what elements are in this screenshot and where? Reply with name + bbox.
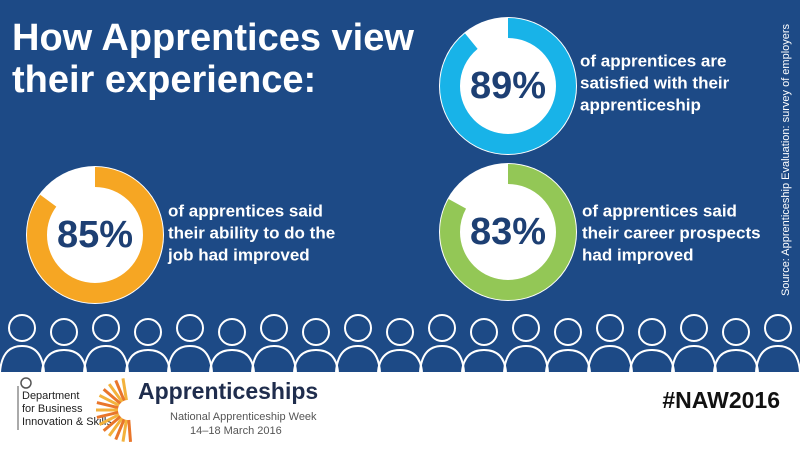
person-body <box>461 348 507 373</box>
fan-ray <box>127 419 133 443</box>
donut-arc <box>440 164 576 300</box>
donut-label: 89% <box>470 65 546 107</box>
title-line: How Apprentices view <box>12 17 414 59</box>
fan-ray <box>98 413 120 426</box>
person-head <box>596 314 624 342</box>
person-body <box>629 348 675 373</box>
caption-line: of apprentices said <box>582 201 737 220</box>
brand-logo <box>96 378 133 443</box>
fan-ray <box>96 410 119 419</box>
person-head <box>176 314 204 342</box>
title-line: their experience: <box>12 59 316 101</box>
donut-arc <box>440 18 576 154</box>
person-head <box>512 314 540 342</box>
department-line: Department <box>22 390 79 402</box>
person-body <box>545 348 591 373</box>
fan-ray <box>114 418 126 441</box>
caption-line: job had improved <box>167 245 310 264</box>
person-body <box>419 344 465 373</box>
person-body <box>293 348 339 373</box>
fan-ray <box>102 415 122 432</box>
person-head <box>92 314 120 342</box>
brand-name: Apprenticeships <box>138 378 318 404</box>
person-head <box>764 314 792 342</box>
person-head <box>344 314 372 342</box>
donut-arc <box>27 167 163 303</box>
person-head <box>302 318 330 346</box>
person-head <box>50 318 78 346</box>
person-head <box>218 318 246 346</box>
fan-ray <box>96 401 119 410</box>
person-head <box>470 318 498 346</box>
person-body <box>41 348 87 373</box>
person-head <box>386 318 414 346</box>
fan-ray <box>114 379 126 402</box>
caption-line: of apprentices said <box>168 201 323 220</box>
person-body <box>671 344 717 373</box>
caption-line: satisfied with their <box>580 73 730 92</box>
department-line: for Business <box>22 403 83 415</box>
person-body <box>713 348 759 373</box>
person-body <box>755 344 800 373</box>
caption-line: apprenticeship <box>580 95 701 114</box>
person-head <box>428 314 456 342</box>
person-head <box>8 314 36 342</box>
person-body <box>587 344 633 373</box>
person-body <box>167 344 213 373</box>
donut-label: 85% <box>57 214 133 256</box>
caption-line: their career prospects <box>582 223 761 242</box>
person-body <box>503 344 549 373</box>
fan-ray <box>107 383 124 403</box>
donut-label: 83% <box>470 211 546 253</box>
department-line: Innovation & Skills <box>22 416 112 428</box>
fan-ray <box>121 419 128 442</box>
person-body <box>335 344 381 373</box>
person-head <box>722 318 750 346</box>
hashtag: #NAW2016 <box>662 387 780 413</box>
fan-ray <box>121 378 128 401</box>
fan-ray <box>102 388 122 405</box>
person-head <box>638 318 666 346</box>
dept-logo <box>17 377 32 430</box>
people-illustration <box>0 314 800 373</box>
person-body <box>251 344 297 373</box>
person-body <box>0 344 45 373</box>
event-dates: 14–18 March 2016 <box>190 425 282 437</box>
fan-ray <box>98 394 120 407</box>
footer-band <box>0 372 800 450</box>
caption-line: had improved <box>582 245 693 264</box>
person-head <box>260 314 288 342</box>
caption-line: of apprentices are <box>580 51 726 70</box>
person-body <box>209 348 255 373</box>
person-body <box>83 344 129 373</box>
person-body <box>377 348 423 373</box>
caption-line: their ability to do the <box>168 223 335 242</box>
event-name: National Apprenticeship Week <box>170 411 317 423</box>
person-head <box>554 318 582 346</box>
source-note: Source: Apprenticeship Evaluation: surve… <box>780 23 792 296</box>
person-head <box>680 314 708 342</box>
person-body <box>125 348 171 373</box>
person-head <box>134 318 162 346</box>
fan-ray <box>107 417 124 437</box>
